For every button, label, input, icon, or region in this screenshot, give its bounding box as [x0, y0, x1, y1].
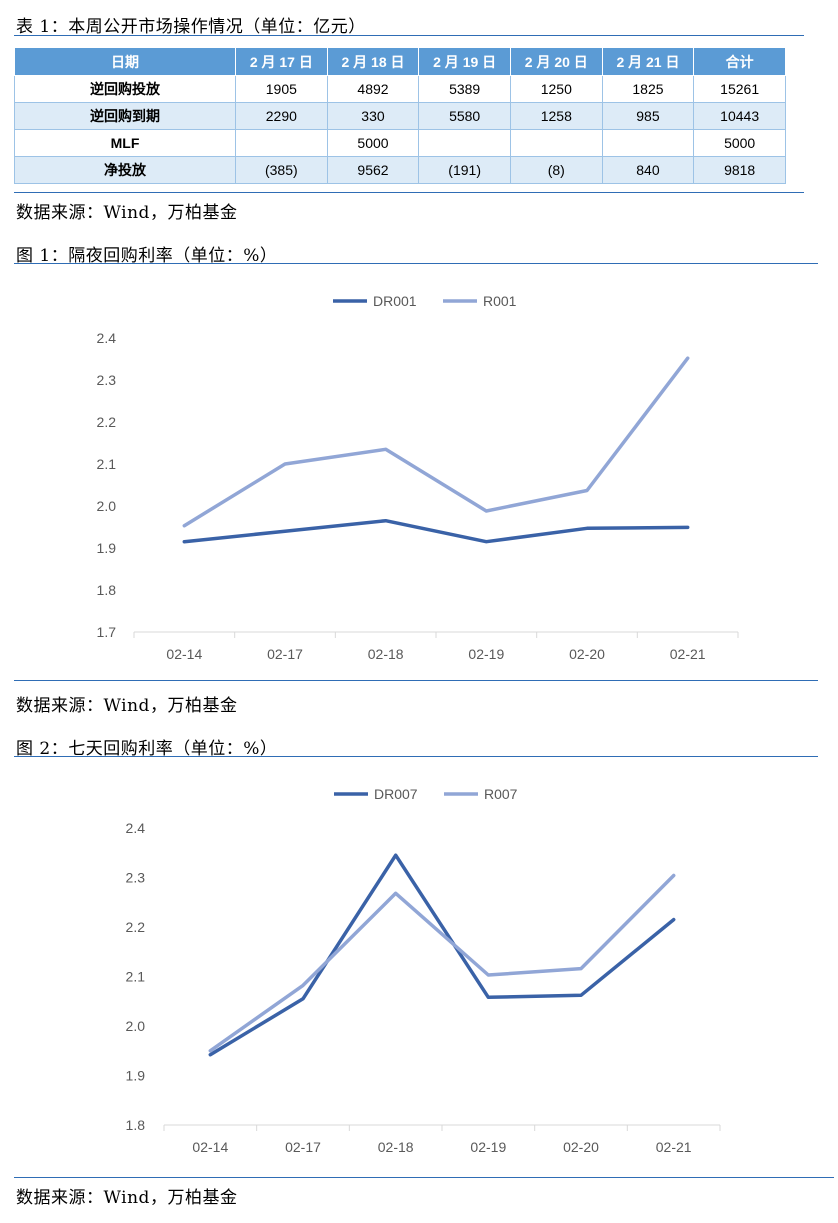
y-tick-label: 2.2 [97, 414, 117, 430]
table-cell: 2290 [235, 102, 328, 130]
table-cell: 985 [601, 102, 695, 130]
x-tick-label: 02-17 [267, 646, 303, 662]
table-cell [509, 129, 603, 157]
table-header-cell: 2 月 18 日 [326, 47, 420, 76]
table-cell: 15261 [693, 75, 786, 103]
x-tick-label: 02-20 [569, 646, 605, 662]
table-header-row: 日期 2 月 17 日 2 月 18 日 2 月 19 日 2 月 20 日 2… [14, 47, 786, 76]
x-tick-label: 02-18 [368, 646, 404, 662]
legend-label: R001 [483, 293, 517, 309]
table-cell [601, 129, 695, 157]
table-bottom-rule [14, 192, 804, 193]
y-tick-label: 2.3 [97, 372, 117, 388]
row-label: 净投放 [14, 156, 236, 184]
table-cell: 5000 [693, 129, 786, 157]
overnight-repo-chart: DR001 R001 2.4 2.3 2.2 2.1 2.0 1.9 1.8 1.7 02-14 02… [97, 293, 739, 662]
figure1-caption: 图 1：隔夜回购利率（单位：%） [16, 246, 278, 266]
y-tick-label: 1.9 [97, 540, 117, 556]
table-header-cell: 2 月 20 日 [509, 47, 603, 76]
table-header-cell: 2 月 17 日 [235, 47, 328, 76]
x-tick-label: 02-18 [378, 1139, 414, 1155]
legend-label: DR007 [374, 786, 418, 802]
y-tick-label: 1.8 [126, 1117, 146, 1133]
table-row: 净投放 (385) 9562 (191) (8) 840 9818 [14, 156, 786, 184]
table-cell: 5389 [418, 75, 511, 103]
table-cell: 1250 [509, 75, 603, 103]
table-cell: (8) [509, 156, 603, 184]
x-tick-label: 02-21 [670, 646, 706, 662]
table-cell: 9818 [693, 156, 786, 184]
table-row: MLF 5000 5000 [14, 129, 786, 157]
y-tick-label: 2.1 [126, 969, 146, 985]
table-cell: (191) [418, 156, 511, 184]
table-cell: 330 [326, 102, 420, 130]
table-cell: 1258 [509, 102, 603, 130]
table-cell: 5580 [418, 102, 511, 130]
y-tick-label: 1.8 [97, 582, 117, 598]
y-tick-label: 2.3 [126, 870, 146, 886]
x-tick-label: 02-21 [656, 1139, 692, 1155]
table-row: 逆回购到期 2290 330 5580 1258 985 10443 [14, 102, 786, 130]
figure1-source: 数据来源：Wind，万柏基金 [16, 696, 238, 716]
table-cell: 840 [601, 156, 695, 184]
x-tick-label: 02-17 [285, 1139, 321, 1155]
table-cell: 4892 [326, 75, 420, 103]
table-cell: 9562 [326, 156, 420, 184]
row-label: 逆回购到期 [14, 102, 236, 130]
figure1-bottom-rule [14, 680, 818, 681]
seven-day-repo-chart: DR007 R007 2.4 2.3 2.2 2.1 2.0 1.9 1.8 02-14 02-17… [126, 786, 721, 1155]
y-tick-label: 2.2 [126, 919, 146, 935]
table-header-cell: 日期 [14, 47, 236, 76]
figure1-top-rule [14, 263, 818, 264]
table-caption: 表 1：本周公开市场操作情况（单位：亿元） [16, 17, 366, 37]
table-row: 逆回购投放 1905 4892 5389 1250 1825 15261 [14, 75, 786, 103]
y-tick-label: 2.0 [97, 498, 117, 514]
table-cell: 5000 [326, 129, 420, 157]
table-cell [418, 129, 511, 157]
table-source: 数据来源：Wind，万柏基金 [16, 203, 238, 223]
table-header-cell: 2 月 21 日 [601, 47, 695, 76]
series-line-r007 [208, 873, 676, 1053]
open-market-table: 日期 2 月 17 日 2 月 18 日 2 月 19 日 2 月 20 日 2… [14, 47, 786, 184]
figure2-source: 数据来源：Wind，万柏基金 [16, 1188, 238, 1208]
table-cell: (385) [235, 156, 328, 184]
x-tick-label: 02-20 [563, 1139, 599, 1155]
x-tick-label: 02-19 [468, 646, 504, 662]
table-header-cell: 合计 [693, 47, 786, 76]
series-line-dr007 [208, 853, 676, 1057]
y-tick-label: 2.1 [97, 456, 117, 472]
table-cell: 1825 [601, 75, 695, 103]
series-line-r001 [182, 356, 690, 528]
row-label: MLF [14, 129, 236, 157]
figure2-caption: 图 2：七天回购利率（单位：%） [16, 739, 278, 759]
y-tick-label: 1.9 [126, 1068, 146, 1084]
table-cell: 10443 [693, 102, 786, 130]
y-tick-label: 2.4 [97, 330, 117, 346]
y-tick-label: 1.7 [97, 624, 117, 640]
table-cell: 1905 [235, 75, 328, 103]
y-tick-label: 2.4 [126, 820, 146, 836]
caption-rule [14, 35, 804, 36]
table-cell [235, 129, 328, 157]
x-tick-label: 02-19 [470, 1139, 506, 1155]
series-line-dr001 [182, 518, 690, 544]
y-tick-label: 2.0 [126, 1018, 146, 1034]
figure2-top-rule [14, 756, 818, 757]
figure2-bottom-rule [14, 1177, 834, 1178]
x-tick-label: 02-14 [166, 646, 202, 662]
table-header-cell: 2 月 19 日 [418, 47, 511, 76]
legend-label: DR001 [373, 293, 417, 309]
x-tick-label: 02-14 [192, 1139, 228, 1155]
row-label: 逆回购投放 [14, 75, 236, 103]
legend-label: R007 [484, 786, 518, 802]
